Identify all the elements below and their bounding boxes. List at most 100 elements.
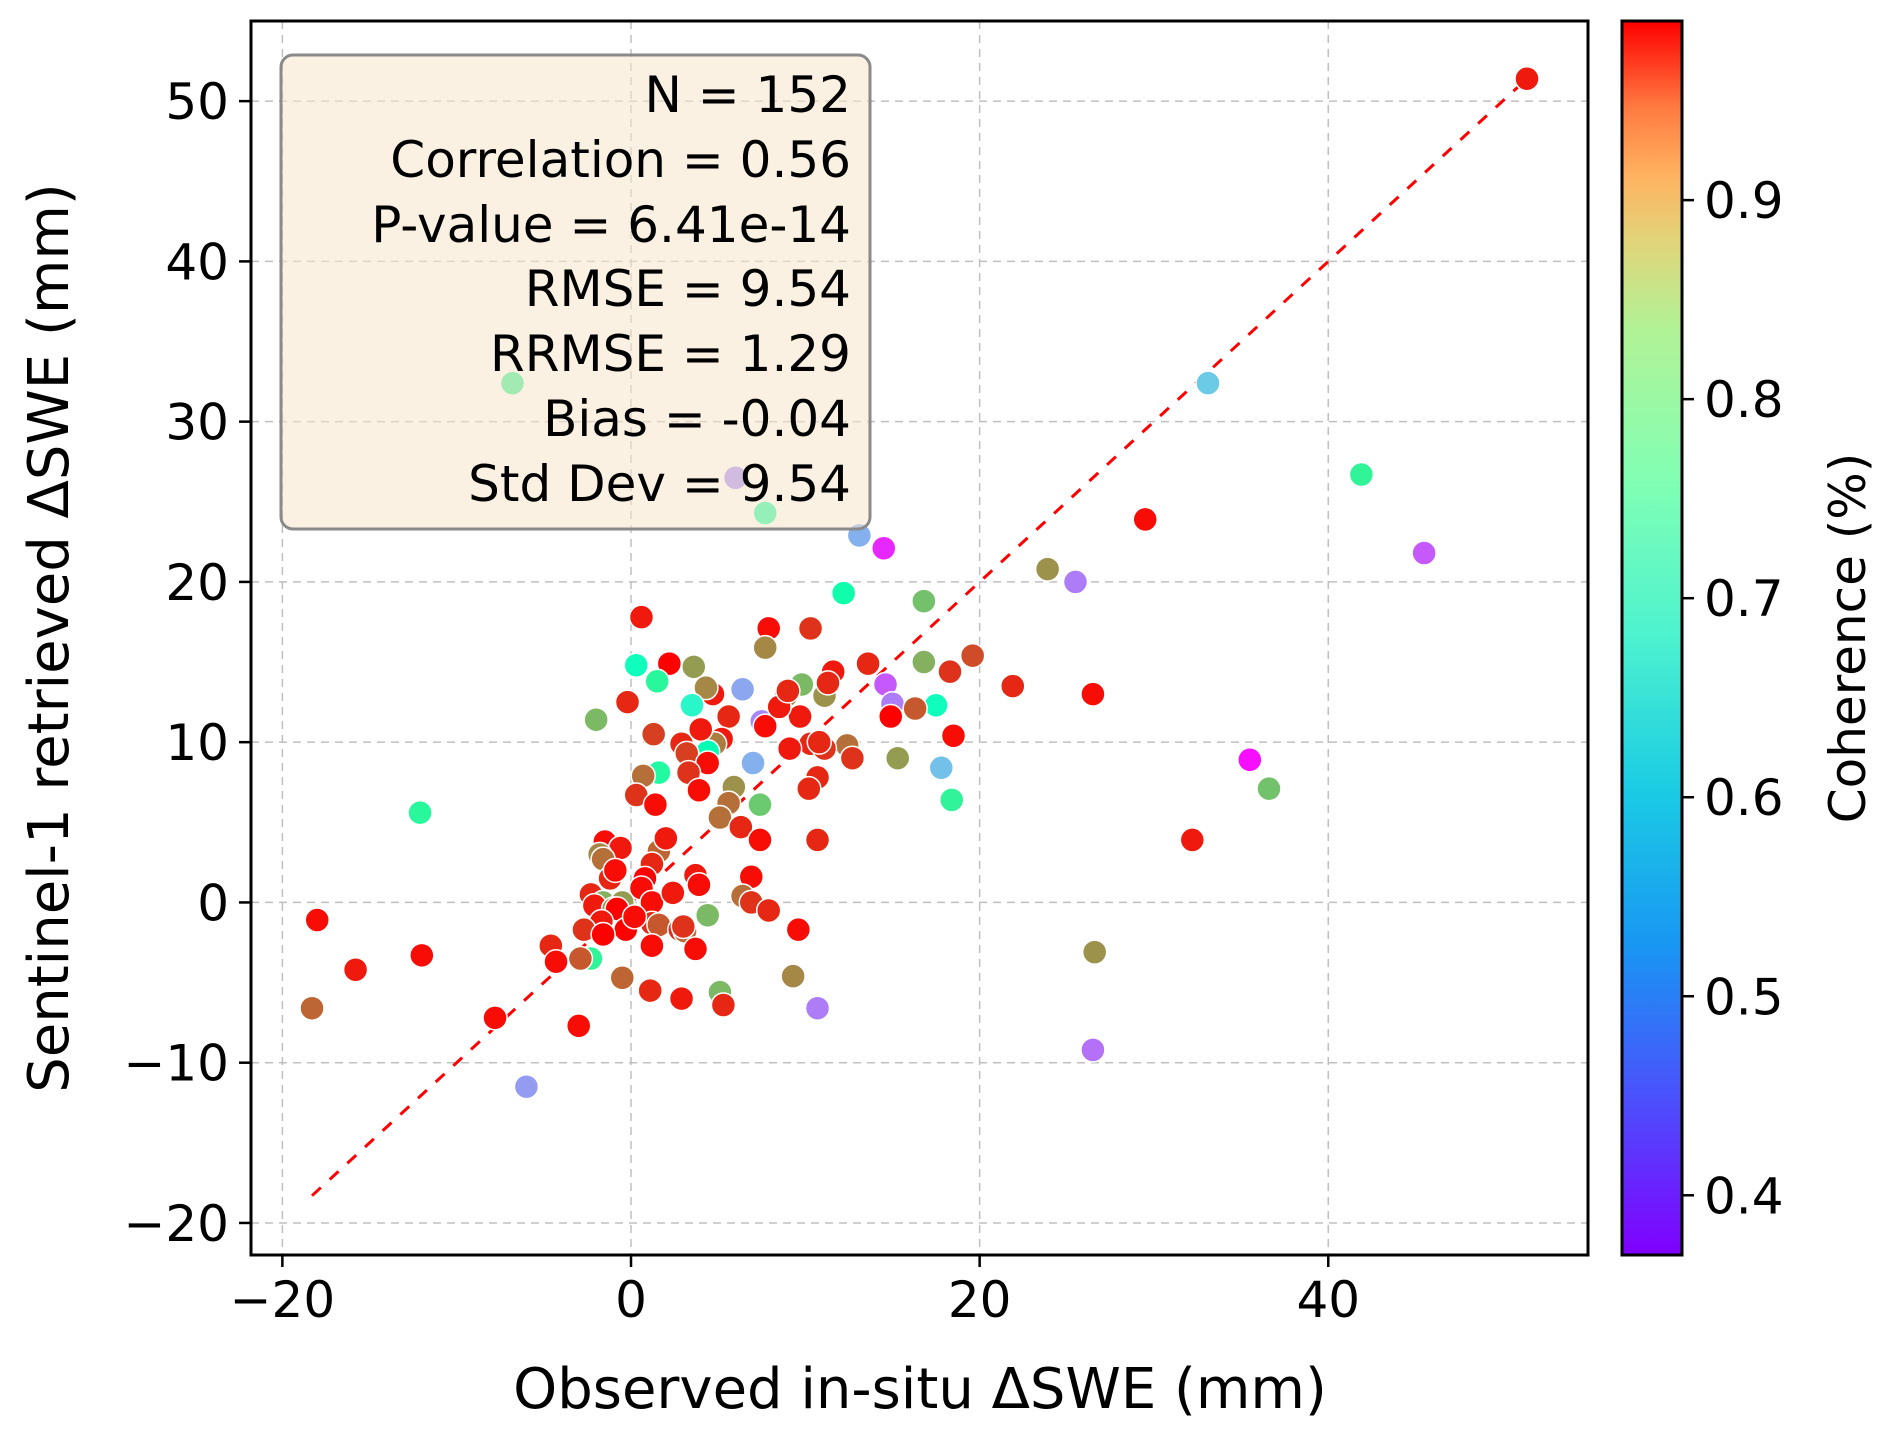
scatter-point [855, 650, 881, 677]
scatter-point [1179, 827, 1206, 853]
scatter-point [668, 985, 695, 1012]
scatter-point [785, 916, 812, 943]
stat-correlation: Correlation = 0.56 [390, 131, 851, 189]
scatter-point [609, 965, 636, 991]
scatter-point [902, 695, 928, 722]
scatter-point [797, 615, 824, 642]
scatter-point [565, 1013, 592, 1039]
scatter-point [747, 827, 773, 853]
scatter-point [806, 729, 833, 755]
scatter-point [1132, 506, 1158, 533]
scatter-point [513, 1073, 540, 1100]
scatter-point [815, 670, 841, 696]
scatter-point [1034, 556, 1061, 582]
scatter-point [621, 904, 648, 930]
scatter-point [1348, 461, 1375, 488]
scatter-point [614, 689, 641, 715]
scatter-point [729, 676, 756, 703]
stats-box-background [279, 53, 872, 531]
scatter-point [752, 713, 778, 739]
scatter-point [693, 674, 719, 701]
scatter-point [681, 654, 707, 680]
stats-box: N = 152 Correlation = 0.56 P-value = 6.4… [279, 53, 872, 531]
x-tick-label: 20 [948, 1271, 1012, 1329]
scatter-point [776, 735, 803, 762]
y-tick-label: 20 [165, 554, 229, 612]
scatter-point [911, 588, 937, 614]
scatter-point [644, 668, 670, 695]
y-tick-label: 0 [197, 874, 229, 932]
scatter-point [407, 799, 433, 826]
y-axis-label: Sentinel-1 retrieved ΔSWE (mm) [17, 183, 82, 1093]
scatter-point [482, 1005, 508, 1031]
scatter-point [877, 703, 904, 730]
scatter-point [938, 787, 965, 813]
scatter-points [299, 65, 1540, 1100]
scatter-point [1080, 1037, 1106, 1063]
scatter-point [1411, 540, 1437, 566]
scatter-point [928, 755, 955, 781]
scatter-point [694, 902, 721, 928]
colorbar: 0.4 0.5 0.6 0.7 0.8 0.9 Coherence (%) [1620, 19, 1877, 1257]
scatter-point [755, 897, 782, 924]
scatter-point [686, 777, 712, 803]
colorbar-tick-label: 0.5 [1704, 968, 1784, 1026]
plot-area-frame [249, 19, 1590, 1257]
scatter-point [653, 825, 679, 852]
scatter-point [567, 945, 594, 972]
scatter-point [583, 706, 609, 733]
scatter-point [670, 913, 697, 940]
scatter-point [830, 580, 857, 606]
scatter-point [715, 703, 742, 730]
scatter-point [1080, 681, 1106, 707]
scatter-point [409, 942, 435, 969]
stat-rmse: RMSE = 9.54 [525, 260, 851, 318]
x-axis-label: Observed in-situ ΔSWE (mm) [513, 1357, 1327, 1422]
colorbar-label: Coherence (%) [1819, 453, 1877, 824]
y-tick-label: 40 [165, 233, 229, 291]
one-to-one-line [310, 77, 1529, 1197]
scatter-point [804, 995, 831, 1021]
scatter-point [1195, 370, 1221, 396]
x-axis-ticks: −20 0 20 40 [230, 1255, 1360, 1329]
scatter-point [640, 721, 667, 747]
stat-n: N = 152 [644, 66, 851, 124]
scatter-point [660, 880, 686, 906]
scatter-point [1237, 747, 1263, 773]
scatter-point [628, 604, 655, 630]
scatter-point [884, 745, 911, 771]
scatter-point [686, 872, 712, 898]
scatter-point [299, 995, 325, 1021]
y-tick-label: 10 [165, 714, 229, 772]
scatter-point [642, 791, 669, 818]
scatter-point [959, 642, 986, 669]
scatter-point [787, 703, 813, 730]
stat-rrmse: RRMSE = 1.29 [490, 325, 851, 383]
colorbar-tick-label: 0.6 [1704, 769, 1784, 827]
colorbar-tick-label: 0.4 [1704, 1167, 1784, 1225]
scatter-point [747, 791, 773, 818]
scatter-point [728, 814, 754, 840]
stat-p-value: P-value = 6.41e-14 [371, 196, 851, 254]
grid-lines [251, 21, 1588, 1255]
scatter-point [639, 932, 665, 959]
y-tick-label: −10 [123, 1035, 229, 1093]
scatter-point [775, 678, 801, 704]
scatter-point [796, 775, 822, 802]
y-tick-label: −20 [123, 1195, 229, 1253]
x-tick-label: 40 [1296, 1271, 1360, 1329]
scatter-point [623, 652, 649, 678]
scatter-point [740, 750, 766, 776]
scatter-point [304, 907, 330, 933]
scatter-point [780, 963, 806, 989]
scatter-point [911, 649, 937, 675]
scatter-point [682, 936, 709, 962]
scatter-point [804, 827, 831, 853]
one-to-one-dashed-line [310, 77, 1529, 1197]
y-tick-label: 50 [165, 73, 229, 131]
scatter-point [937, 658, 963, 685]
scatter-point [1000, 673, 1026, 699]
colorbar-tick-label: 0.8 [1704, 371, 1784, 429]
scatter-point [342, 956, 369, 983]
